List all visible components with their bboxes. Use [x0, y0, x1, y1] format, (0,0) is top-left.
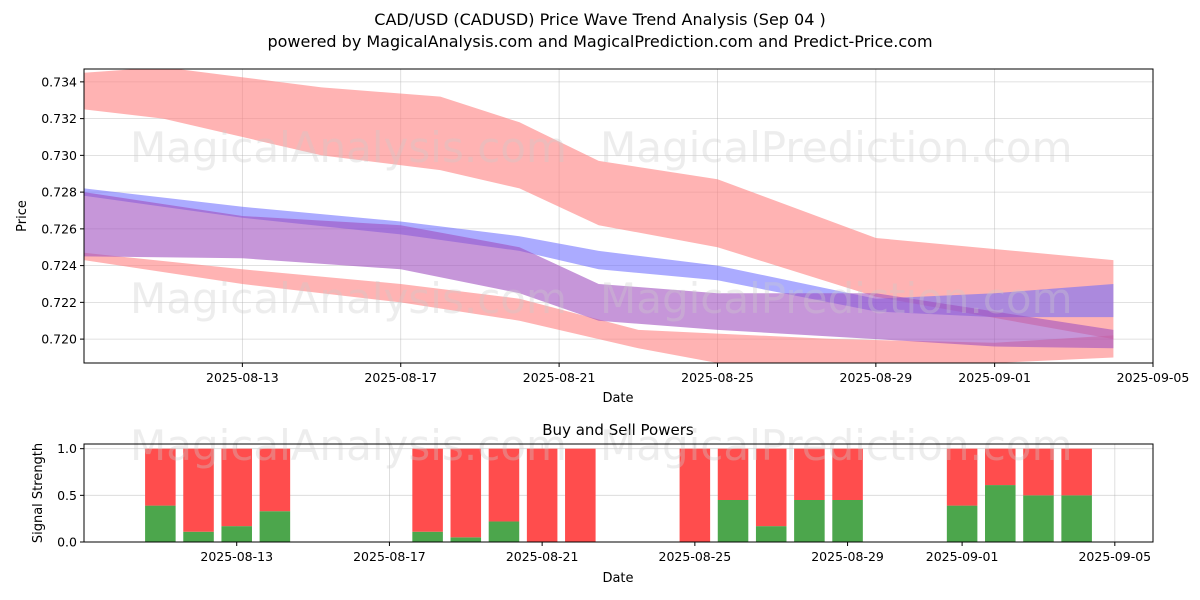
chart-title: CAD/USD (CADUSD) Price Wave Trend Analys… — [374, 10, 825, 29]
buy-bar — [985, 485, 1016, 542]
hist-x-tick-label: 2025-08-17 — [353, 549, 426, 564]
y-tick-label: 0.726 — [41, 221, 77, 236]
buy-bar — [1061, 495, 1092, 542]
hist-x-tick-label: 2025-09-05 — [1078, 549, 1151, 564]
sell-bar — [450, 448, 482, 538]
x-tick-label: 2025-08-25 — [681, 370, 754, 385]
sell-bar — [221, 448, 252, 527]
y-tick-label: 0.734 — [41, 74, 77, 89]
sell-bar — [183, 448, 214, 532]
main-plot-frame — [83, 68, 1154, 364]
histogram-axis-ticks: 2025-08-13 2025-08-17 2025-08-21 2025-08-25… — [57, 441, 1151, 564]
buy-bar — [259, 511, 291, 542]
sell-bar — [412, 448, 443, 532]
hist-y-tick-label: 0.5 — [57, 488, 77, 503]
hist-y-tick-label: 1.0 — [57, 441, 77, 456]
sell-bar — [488, 448, 520, 522]
sell-bar — [259, 448, 291, 512]
buy-bar — [717, 500, 749, 542]
histogram-title: Buy and Sell Powers — [542, 421, 694, 439]
sell-bar — [717, 448, 749, 500]
y-tick-label: 0.720 — [41, 332, 77, 347]
y-tick-label: 0.728 — [41, 185, 77, 200]
main-axis-ticks: 2025-08-13 2025-08-17 2025-08-21 2025-08-25… — [41, 74, 1189, 385]
y-axis-label: Price — [15, 200, 30, 232]
x-tick-label: 2025-08-17 — [364, 370, 437, 385]
x-axis-label: Date — [602, 391, 633, 406]
histogram-y-axis-label: Signal Strength — [31, 443, 46, 543]
watermark-text: MagicalAnalysis.com — [130, 421, 567, 470]
y-tick-label: 0.732 — [41, 111, 77, 126]
watermark-text: MagicalPrediction.com — [600, 123, 1073, 172]
band-red-lower — [84, 252, 1114, 363]
band-red-upper — [84, 69, 1114, 340]
histogram-plot-frame — [83, 443, 1154, 543]
histogram-bars — [145, 448, 1092, 542]
band-purple-main — [84, 192, 1114, 349]
y-tick-label: 0.724 — [41, 258, 77, 273]
main-watermarks: MagicalAnalysis.com MagicalPrediction.co… — [130, 123, 1073, 323]
hist-x-tick-label: 2025-08-13 — [200, 549, 273, 564]
buy-bar — [755, 526, 787, 542]
y-tick-label: 0.722 — [41, 295, 77, 310]
buy-bar — [488, 521, 520, 542]
watermark-text: MagicalPrediction.com — [600, 274, 1073, 323]
x-tick-label: 2025-08-21 — [523, 370, 596, 385]
watermark-text: MagicalPrediction.com — [600, 421, 1073, 470]
sell-bar — [832, 448, 863, 500]
sell-bar — [1061, 448, 1092, 496]
hist-x-tick-label: 2025-08-25 — [659, 549, 732, 564]
sell-bar — [985, 448, 1016, 486]
hist-x-tick-label: 2025-08-21 — [506, 549, 579, 564]
sell-bar — [526, 448, 558, 542]
sell-bar — [679, 448, 711, 542]
hist-x-tick-label: 2025-09-01 — [926, 549, 999, 564]
buy-bar — [450, 537, 482, 542]
sell-bar — [755, 448, 787, 527]
buy-bar — [221, 526, 252, 542]
buy-bar — [946, 505, 978, 542]
sell-bar — [1023, 448, 1054, 496]
buy-bar — [183, 531, 214, 542]
sell-bar — [565, 448, 596, 542]
watermark-text: MagicalAnalysis.com — [130, 274, 567, 323]
chart-subtitle: powered by MagicalAnalysis.com and Magic… — [267, 32, 932, 51]
histogram-watermarks: MagicalAnalysis.com MagicalPrediction.co… — [130, 421, 1073, 470]
hist-x-tick-label: 2025-08-29 — [811, 549, 884, 564]
main-bands — [84, 69, 1114, 363]
x-tick-label: 2025-09-01 — [958, 370, 1031, 385]
y-tick-label: 0.730 — [41, 148, 77, 163]
watermark-text: MagicalAnalysis.com — [130, 123, 567, 172]
buy-bar — [412, 531, 443, 542]
x-tick-label: 2025-09-05 — [1117, 370, 1190, 385]
buy-bar — [145, 505, 176, 542]
hist-y-tick-label: 0.0 — [57, 535, 77, 550]
buy-bar — [832, 500, 863, 542]
x-tick-label: 2025-08-13 — [206, 370, 279, 385]
buy-bar — [1023, 495, 1054, 542]
band-blue-main — [84, 188, 1114, 318]
sell-bar — [145, 448, 176, 506]
sell-bar — [946, 448, 978, 506]
x-tick-label: 2025-08-29 — [840, 370, 913, 385]
buy-bar — [794, 500, 825, 542]
histogram-x-axis-label: Date — [602, 571, 633, 586]
sell-bar — [794, 448, 825, 500]
